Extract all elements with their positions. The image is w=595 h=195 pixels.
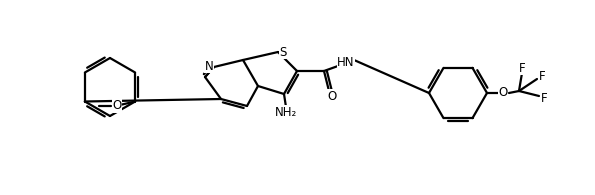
Text: NH₂: NH₂ — [275, 105, 297, 119]
Text: HN: HN — [337, 57, 355, 69]
Text: O: O — [327, 90, 337, 103]
Text: O: O — [112, 99, 122, 112]
Text: O: O — [499, 87, 508, 99]
Text: F: F — [541, 91, 547, 105]
Text: S: S — [279, 45, 287, 58]
Text: F: F — [519, 61, 525, 74]
Text: N: N — [205, 59, 214, 73]
Text: F: F — [538, 71, 545, 83]
